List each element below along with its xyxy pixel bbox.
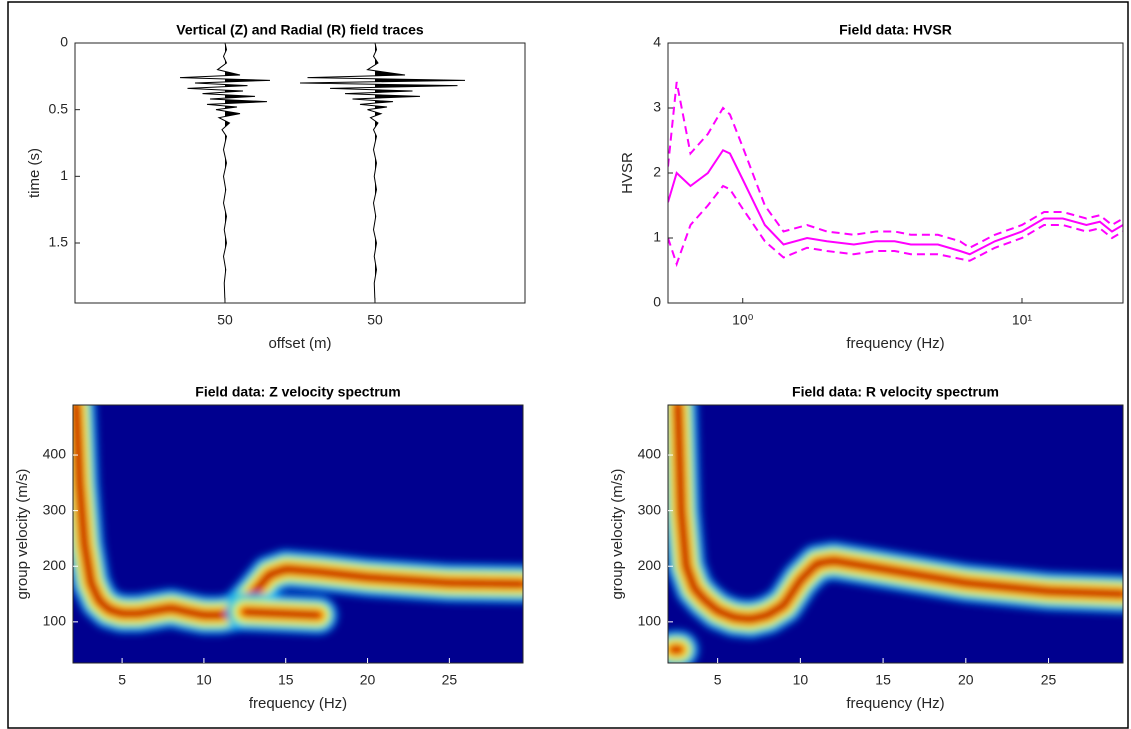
ridge <box>73 405 523 618</box>
y-tick-label: 1 <box>653 229 661 245</box>
y-axis-label: time (s) <box>26 148 43 198</box>
hvsr-line <box>668 81 1123 249</box>
x-axis-label: frequency (Hz) <box>846 335 944 352</box>
x-tick-label: 15 <box>278 672 294 688</box>
y-tick-label: 4 <box>653 34 661 50</box>
x-tick-label: 50 <box>217 312 233 328</box>
x-tick-label: 20 <box>360 672 376 688</box>
plot-area <box>668 405 1123 663</box>
y-tick-label: 100 <box>638 613 662 629</box>
chart-title: Field data: R velocity spectrum <box>792 384 999 400</box>
heatmap <box>73 405 523 635</box>
axes-box <box>74 42 526 304</box>
hvsr-line <box>668 148 1123 256</box>
plot-area <box>73 405 523 663</box>
y-tick-label: 0.5 <box>49 100 69 116</box>
x-tick-label: 10⁰ <box>732 312 754 328</box>
x-tick-label: 5 <box>118 672 126 688</box>
trace <box>299 43 466 303</box>
chart-title: Field data: HVSR <box>839 22 952 38</box>
ridge <box>675 405 1123 622</box>
x-tick-label: 10 <box>793 672 809 688</box>
ridge <box>242 609 321 618</box>
y-tick-label: 200 <box>638 557 662 573</box>
chart-title: Field data: Z velocity spectrum <box>195 384 400 400</box>
x-tick-label: 15 <box>875 672 891 688</box>
axes-box <box>667 42 1124 304</box>
axes-box <box>667 404 1124 664</box>
x-tick-label: 25 <box>1041 672 1057 688</box>
y-axis-label: group velocity (m/s) <box>14 469 31 600</box>
x-tick-label: 20 <box>958 672 974 688</box>
x-tick-label: 10 <box>196 672 212 688</box>
y-tick-label: 0 <box>653 294 661 310</box>
y-tick-label: 1.5 <box>49 234 69 250</box>
heatmap <box>668 405 1123 663</box>
y-tick-label: 300 <box>638 501 662 517</box>
x-axis-label: offset (m) <box>268 335 331 352</box>
x-tick-label: 10¹ <box>1012 312 1033 328</box>
y-tick-label: 400 <box>43 446 67 462</box>
chart-title: Vertical (Z) and Radial (R) field traces <box>176 22 424 38</box>
y-tick-label: 200 <box>43 557 67 573</box>
y-tick-label: 0 <box>60 34 68 50</box>
x-axis-label: frequency (Hz) <box>846 695 944 712</box>
x-tick-label: 5 <box>714 672 722 688</box>
frame <box>7 1 1129 729</box>
y-tick-label: 3 <box>653 99 661 115</box>
x-tick-label: 50 <box>367 312 383 328</box>
y-tick-label: 1 <box>60 167 68 183</box>
y-axis-label: group velocity (m/s) <box>609 469 626 600</box>
y-tick-label: 300 <box>43 501 67 517</box>
plot-area <box>179 43 466 303</box>
y-tick-label: 100 <box>43 613 67 629</box>
plot-area <box>668 81 1123 268</box>
trace <box>179 43 271 303</box>
x-tick-label: 25 <box>442 672 458 688</box>
hvsr-line <box>668 184 1123 268</box>
y-tick-label: 2 <box>653 164 661 180</box>
y-tick-label: 400 <box>638 446 662 462</box>
x-axis-label: frequency (Hz) <box>249 695 347 712</box>
y-axis-label: HVSR <box>619 152 636 194</box>
axes-box <box>72 404 524 664</box>
